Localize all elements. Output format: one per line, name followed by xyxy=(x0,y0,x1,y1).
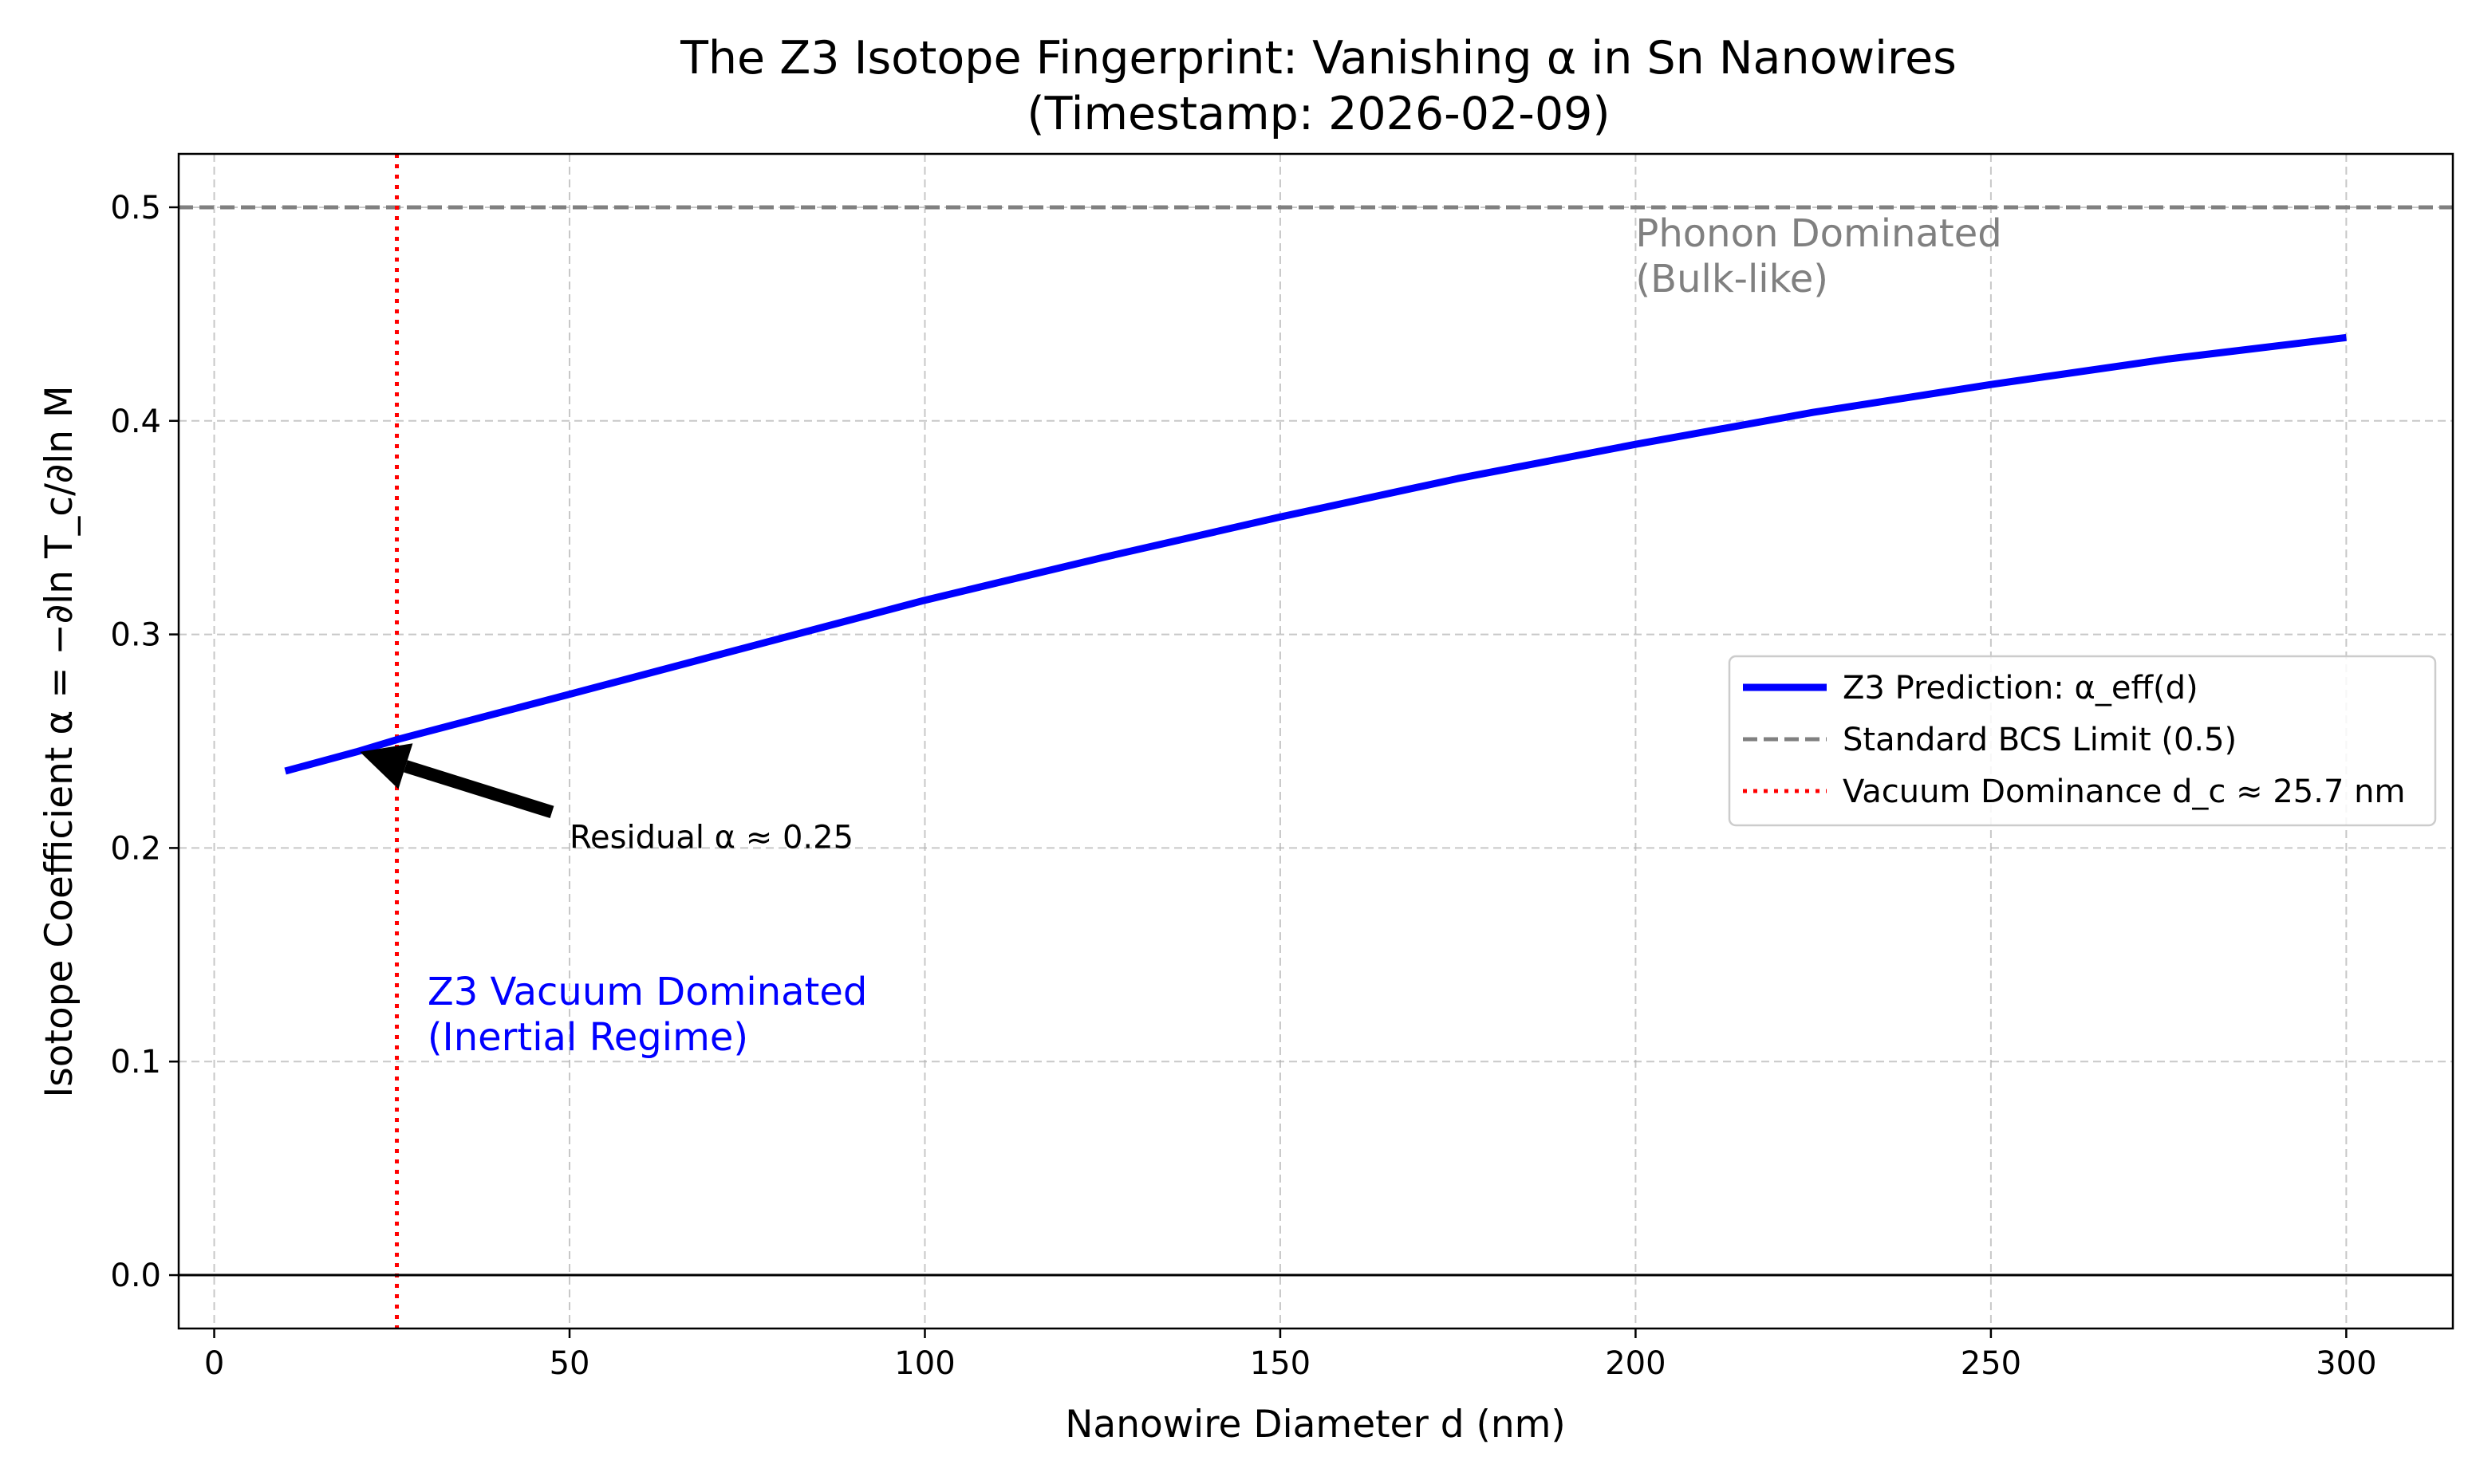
y-tick-label: 0.5 xyxy=(110,190,161,226)
y-tick-label: 0.1 xyxy=(110,1044,161,1081)
x-tick-label: 0 xyxy=(204,1345,224,1382)
y-tick-label: 0.3 xyxy=(110,617,161,654)
x-tick-label: 200 xyxy=(1605,1345,1666,1382)
plot-area-frame xyxy=(177,152,2454,1330)
annotation-phonon-dominated-line-1: Phonon Dominated xyxy=(1635,211,2001,256)
chart-title-line-1: The Z3 Isotope Fingerprint: Vanishing α … xyxy=(680,32,1957,85)
x-tick-label: 100 xyxy=(894,1345,955,1382)
y-tick-label: 0.4 xyxy=(110,403,161,440)
annotation-vacuum-dominated-line-2: (Inertial Regime) xyxy=(428,1015,748,1060)
reference-lines-layer xyxy=(179,154,2453,1329)
chart-title-line-2: (Timestamp: 2026-02-09) xyxy=(1027,88,1610,140)
legend-label-z3-prediction: Z3 Prediction: α_eff(d) xyxy=(1843,670,2198,707)
annotation-vacuum-dominated-line-1: Z3 Vacuum Dominated xyxy=(428,970,868,1014)
y-axis-label: Isotope Coefficient α = −∂ln T_c/∂ln M xyxy=(37,385,81,1097)
legend-box xyxy=(1728,655,2437,827)
annotation-arrow-head xyxy=(360,743,413,789)
x-tick-label: 250 xyxy=(1961,1345,2021,1382)
grid-layer xyxy=(179,154,2453,1329)
legend: Z3 Prediction: α_eff(d) Standard BCS Lim… xyxy=(1728,655,2437,827)
x-tick-label: 300 xyxy=(2316,1345,2376,1382)
x-tick-label: 50 xyxy=(550,1345,590,1382)
legend-label-vacuum-dominance: Vacuum Dominance d_c ≈ 25.7 nm xyxy=(1843,773,2405,810)
y-tick-label: 0.0 xyxy=(110,1258,161,1294)
annotation-residual-alpha: Residual α ≈ 0.25 xyxy=(570,819,854,856)
ticks-layer: 0 50 100 150 200 250 300 0.0 0.1 0.2 0.3 0.4 0.5 xyxy=(110,190,2376,1382)
annotations-layer: Residual α ≈ 0.25 Phonon Dominated(Bulk-l… xyxy=(360,211,2002,1060)
series-line-0 xyxy=(284,333,2347,775)
x-tick-label: 150 xyxy=(1250,1345,1311,1382)
series-layer xyxy=(284,333,2347,775)
annotation-arrow-shaft xyxy=(404,760,554,819)
legend-label-bcs-limit: Standard BCS Limit (0.5) xyxy=(1843,722,2237,758)
x-axis-label: Nanowire Diameter d (nm) xyxy=(1065,1403,1566,1447)
annotation-phonon-dominated-line-2: (Bulk-like) xyxy=(1635,257,1828,301)
y-tick-label: 0.2 xyxy=(110,830,161,867)
